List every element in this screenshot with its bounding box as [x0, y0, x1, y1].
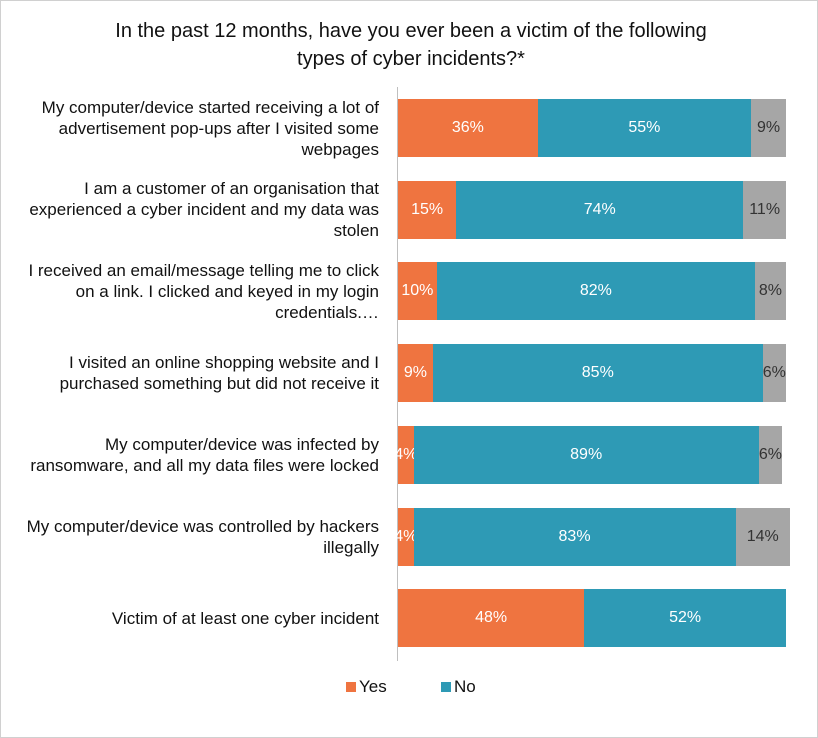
- value-label: 36%: [451, 119, 484, 136]
- value-label: 4%: [394, 527, 418, 545]
- category-label: My computer/device was controlled by hac…: [26, 516, 379, 557]
- bar-segment: 14%: [735, 507, 790, 566]
- category-label: I am a customer of an organisation that …: [29, 179, 379, 241]
- value-label: 52%: [669, 609, 702, 627]
- bar-segment: 6%: [762, 344, 786, 403]
- bar-segment: 9%: [751, 99, 786, 157]
- bar-segment: 52%: [584, 589, 786, 648]
- bar-segment: 6%: [758, 425, 783, 484]
- chart-title: In the past 12 months, have you ever bee…: [115, 20, 707, 70]
- value-label: 74%: [583, 200, 616, 218]
- value-label: 11%: [749, 200, 781, 218]
- bar-segment: 74%: [456, 180, 744, 239]
- axis-line: [397, 87, 398, 661]
- value-label: 48%: [475, 609, 508, 627]
- legend-swatch: [441, 682, 451, 692]
- bar-segment: 11%: [743, 180, 786, 239]
- category-label: Victim of at least one cyber incident: [111, 608, 379, 628]
- legend-item: No: [441, 677, 476, 697]
- value-label: 8%: [758, 282, 783, 300]
- category-label: I visited an online shopping website and…: [59, 353, 379, 394]
- bar-segment: 9%: [398, 344, 433, 403]
- bar-segment: 15%: [398, 180, 457, 239]
- value-label: 6%: [758, 445, 783, 463]
- value-label: 4%: [394, 445, 418, 463]
- bar-segment: 83%: [413, 507, 736, 566]
- category-label: I received an email/message telling me t…: [28, 260, 379, 322]
- value-label: 14%: [746, 527, 779, 545]
- value-label: 10%: [401, 282, 434, 300]
- bar-segment: 82%: [436, 262, 755, 321]
- bar-segment: 4%: [394, 507, 417, 566]
- bar-segment: 8%: [754, 262, 786, 321]
- bar-segment: 4%: [394, 425, 417, 484]
- legend-swatch: [346, 682, 356, 692]
- category-label: My computer/device was infected by ranso…: [30, 434, 379, 475]
- bar-segment: 48%: [398, 589, 585, 648]
- value-label: 9%: [403, 364, 428, 382]
- bar-segment: 10%: [398, 262, 437, 321]
- bar-segment: 85%: [432, 344, 763, 403]
- value-label: 85%: [581, 364, 614, 382]
- bar-segment: 89%: [413, 425, 759, 484]
- bar-segment: 36%: [398, 99, 538, 157]
- value-label: 55%: [628, 119, 661, 136]
- value-label: 15%: [411, 200, 444, 218]
- value-label: 9%: [756, 119, 781, 136]
- value-label: 89%: [570, 445, 603, 463]
- bar-segment: 55%: [537, 99, 752, 157]
- legend-label: No: [454, 677, 476, 696]
- legend-item: Yes: [346, 677, 387, 697]
- value-label: 82%: [579, 282, 612, 300]
- category-label: My computer/device started receiving a l…: [41, 97, 379, 159]
- value-label: 83%: [558, 527, 591, 545]
- legend-label: Yes: [359, 677, 387, 696]
- value-label: 6%: [762, 364, 786, 382]
